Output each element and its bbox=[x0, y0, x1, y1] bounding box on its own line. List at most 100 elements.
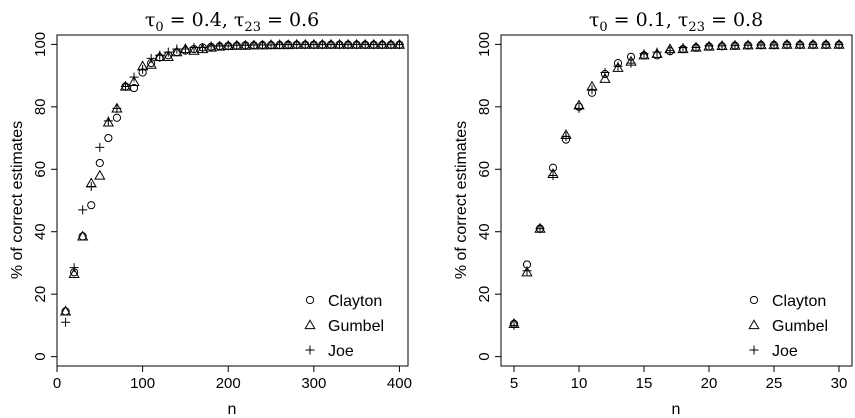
data-point-joe bbox=[369, 40, 379, 50]
y-tick-label-right: 40 bbox=[476, 223, 493, 240]
x-axis-title-right: n bbox=[672, 401, 681, 418]
data-point-joe bbox=[587, 85, 597, 95]
data-point-joe bbox=[386, 40, 396, 50]
data-point-joe bbox=[652, 47, 662, 57]
data-point-clayton bbox=[104, 133, 113, 143]
data-point-gumbel bbox=[188, 44, 200, 55]
data-point-joe bbox=[257, 40, 267, 50]
legend-marker-joe bbox=[749, 345, 759, 355]
data-point-gumbel bbox=[77, 230, 89, 241]
legend-label-clayton: Clayton bbox=[772, 293, 826, 310]
data-point-joe bbox=[678, 42, 688, 52]
data-point-joe bbox=[163, 47, 173, 57]
y-tick-label-right: 60 bbox=[476, 161, 493, 178]
data-point-joe bbox=[377, 40, 387, 50]
data-point-gumbel bbox=[102, 116, 115, 127]
data-point-gumbel bbox=[638, 49, 650, 60]
data-point-joe bbox=[343, 40, 353, 50]
legend-right: Clayton Gumbel Joe bbox=[748, 293, 828, 360]
x-tick-label-left: 0 bbox=[53, 375, 61, 392]
y-axis-title-right: % of correct estimates bbox=[453, 121, 470, 279]
data-point-joe bbox=[335, 40, 345, 50]
data-point-joe bbox=[769, 40, 779, 50]
data-point-joe bbox=[300, 40, 310, 50]
y-tick-label-right: 0 bbox=[476, 352, 493, 360]
data-point-clayton bbox=[129, 83, 139, 93]
data-point-joe bbox=[275, 40, 285, 50]
x-tick-label-left: 200 bbox=[216, 375, 241, 392]
data-point-joe bbox=[206, 41, 216, 51]
data-point-gumbel bbox=[651, 47, 663, 58]
x-tick-label-right: 10 bbox=[571, 375, 588, 392]
data-point-joe bbox=[665, 46, 675, 56]
data-point-joe bbox=[743, 40, 753, 50]
data-point-joe bbox=[574, 103, 584, 113]
data-point-gumbel bbox=[599, 72, 611, 83]
legend-label-joe: Joe bbox=[772, 343, 798, 360]
data-point-gumbel bbox=[128, 76, 140, 86]
y-axis-title-left: % of correct estimates bbox=[9, 121, 26, 279]
data-point-joe bbox=[535, 224, 545, 234]
data-point-joe bbox=[352, 40, 362, 50]
data-point-gumbel bbox=[68, 268, 80, 278]
legend-marker-clayton bbox=[305, 295, 315, 305]
x-axis-title-left: n bbox=[228, 401, 237, 418]
data-point-joe bbox=[691, 42, 701, 52]
data-point-joe bbox=[120, 82, 130, 92]
legend-marker-gumbel bbox=[304, 319, 316, 330]
legend-left: Clayton Gumbel Joe bbox=[304, 293, 384, 360]
data-point-gumbel bbox=[205, 41, 217, 52]
data-point-joe bbox=[821, 40, 831, 50]
y-tick-label-left: 60 bbox=[32, 161, 49, 178]
x-tick-label-left: 300 bbox=[301, 375, 326, 392]
data-point-joe bbox=[189, 42, 199, 52]
data-point-joe bbox=[292, 40, 302, 50]
data-point-gumbel bbox=[59, 305, 72, 316]
data-point-joe bbox=[266, 40, 276, 50]
data-point-joe bbox=[704, 41, 714, 51]
x-tick-label-right: 5 bbox=[510, 375, 518, 392]
data-point-joe bbox=[317, 40, 327, 50]
data-point-joe bbox=[198, 42, 208, 52]
data-point-joe bbox=[717, 41, 727, 51]
data-points-left bbox=[59, 38, 406, 327]
data-point-joe bbox=[795, 40, 805, 50]
data-point-joe bbox=[223, 41, 233, 51]
data-point-joe bbox=[61, 317, 71, 327]
y-tick-label-left: 20 bbox=[32, 286, 49, 303]
data-point-joe bbox=[782, 40, 792, 50]
data-point-joe bbox=[360, 40, 370, 50]
y-tick-label-left: 0 bbox=[32, 352, 49, 360]
data-point-joe bbox=[240, 40, 250, 50]
y-tick-label-right: 100 bbox=[476, 32, 493, 57]
data-point-joe bbox=[249, 40, 259, 50]
chart-title-left: τ0 = 0.4, τ23 = 0.6 bbox=[145, 9, 319, 35]
data-point-joe bbox=[561, 131, 571, 141]
y-tick-label-left: 40 bbox=[32, 223, 49, 240]
data-point-joe bbox=[232, 40, 242, 50]
x-tick-label-right: 30 bbox=[831, 375, 848, 392]
x-tick-label-right: 15 bbox=[636, 375, 653, 392]
data-point-clayton bbox=[112, 113, 122, 122]
data-point-joe bbox=[326, 40, 336, 50]
chart-panel-left: τ0 = 0.4, τ23 = 0.6 0 100 200 300 400 0 20 40 60… bbox=[9, 9, 412, 418]
data-point-joe bbox=[756, 40, 766, 50]
data-point-joe bbox=[730, 41, 740, 51]
data-point-joe bbox=[548, 171, 558, 181]
axis-ticks-left: 0 100 200 300 400 0 20 40 60 80 100 bbox=[32, 32, 412, 392]
data-point-joe bbox=[138, 64, 148, 74]
data-point-joe bbox=[146, 53, 156, 63]
chart-title-right: τ0 = 0.1, τ23 = 0.8 bbox=[589, 9, 763, 35]
data-point-joe bbox=[172, 44, 182, 54]
legend-label-clayton: Clayton bbox=[328, 293, 382, 310]
data-point-gumbel bbox=[196, 43, 209, 54]
data-point-gumbel bbox=[677, 43, 689, 54]
axis-ticks-right: 5 10 15 20 25 30 0 20 40 60 80 100 bbox=[476, 32, 847, 392]
data-point-joe bbox=[834, 40, 844, 50]
data-point-gumbel bbox=[171, 46, 183, 57]
data-point-joe bbox=[180, 44, 190, 54]
data-point-joe bbox=[600, 67, 610, 77]
data-point-joe bbox=[103, 116, 113, 126]
legend-label-gumbel: Gumbel bbox=[328, 318, 384, 335]
